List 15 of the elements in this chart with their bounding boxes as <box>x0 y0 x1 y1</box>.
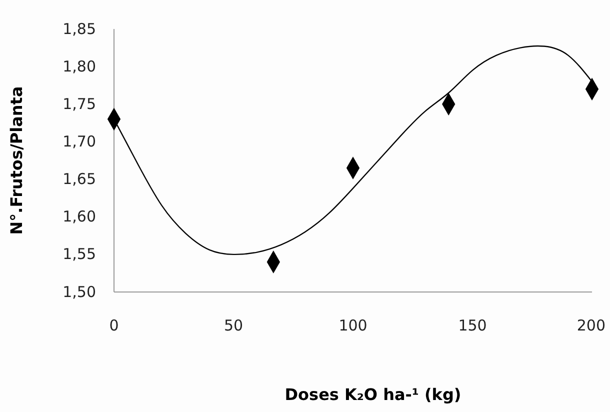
x-axis-title: Doses K₂O ha-¹ (kg) <box>284 385 462 404</box>
y-tick-label: 1,60 <box>62 208 96 226</box>
y-axis-title: N°.Frutos/Planta <box>7 86 26 235</box>
y-tick-label: 1,55 <box>62 245 96 264</box>
y-tick-label: 1,65 <box>62 170 96 188</box>
y-tick-label: 1,50 <box>62 282 96 301</box>
x-tick-label: 200 <box>576 316 606 335</box>
y-tick-label: 1,80 <box>62 57 96 76</box>
x-tick-label: 100 <box>338 316 368 335</box>
x-tick-label: 50 <box>224 316 244 335</box>
y-tick-label: 1,75 <box>62 94 96 113</box>
x-tick-label: 150 <box>458 316 487 335</box>
y-tick-label: 1,85 <box>62 20 96 38</box>
x-tick-label: 0 <box>109 316 119 335</box>
y-tick-label: 1,70 <box>62 132 96 151</box>
